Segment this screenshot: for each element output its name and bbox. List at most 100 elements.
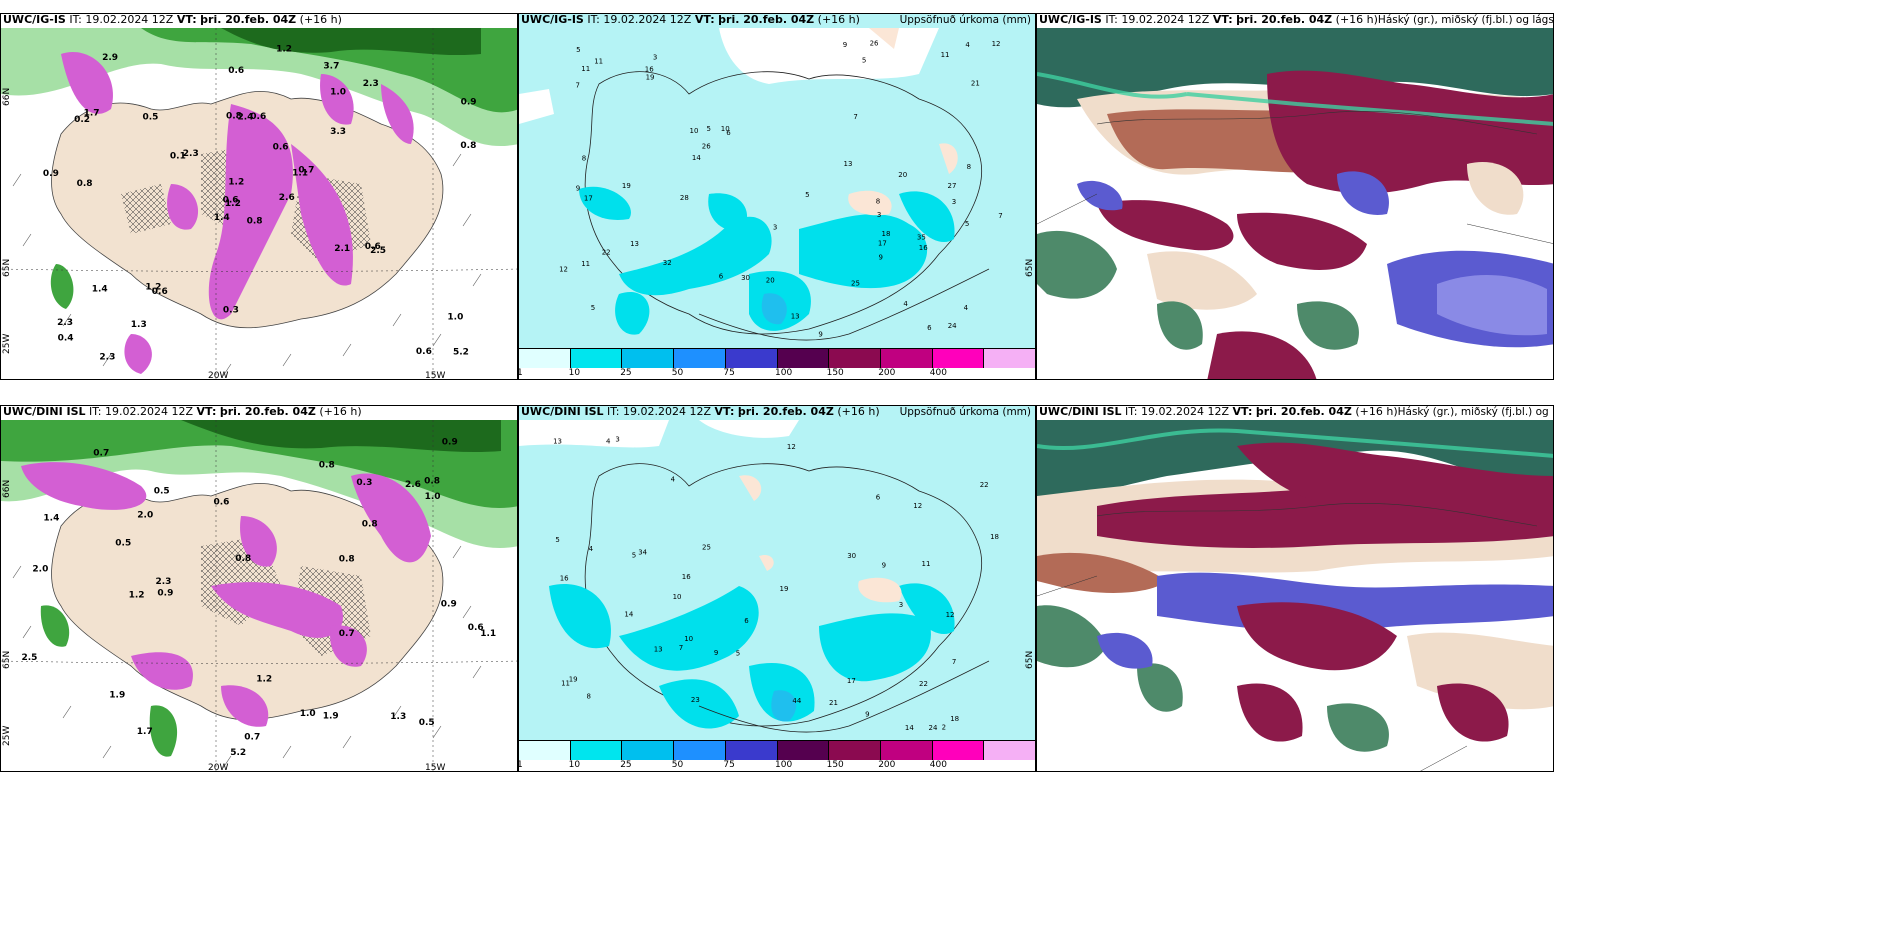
it-value: 19.02.2024 12Z <box>85 13 174 26</box>
value-label: 0.8 <box>319 461 335 471</box>
value-label: 11 <box>581 260 590 268</box>
value-label: 0.9 <box>43 169 59 179</box>
value-label: 0.8 <box>226 111 242 121</box>
panel-bottom-middle-dini-accum-precip: 6 5 4 3 2 4 5 10 7 9 11 12 13 14 16 17 19 18 22 25 24 34 21 13 2… <box>518 405 1036 772</box>
value-label: 10 <box>721 125 730 133</box>
value-label: 25 <box>702 543 711 551</box>
colorbar-label: 1 <box>519 760 523 771</box>
value-label: 11 <box>922 560 931 568</box>
colorbar-cell <box>829 741 881 760</box>
value-label: 2.5 <box>370 246 386 256</box>
colorbar-cells <box>519 349 1035 368</box>
lat-tick-65n: 65N <box>1025 650 1035 669</box>
colorbar-label: 150 <box>826 760 844 770</box>
value-label: 1.2 <box>129 591 145 601</box>
colorbar-cell <box>725 349 778 368</box>
value-label: 11 <box>561 680 570 688</box>
colorbar-label: 50 <box>671 760 684 770</box>
value-label: 6 <box>927 324 932 332</box>
value-label: 0.5 <box>143 113 159 123</box>
value-label: 19 <box>646 74 655 82</box>
colorbar-cell <box>674 349 726 368</box>
value-label: 3 <box>773 224 777 232</box>
vt-label: VT: <box>196 405 217 418</box>
value-label: 0.6 <box>468 623 484 633</box>
colorbar-label: 75 <box>723 368 735 378</box>
model-name: UWC/IG-IS <box>1039 13 1102 26</box>
value-label: 25 <box>851 279 860 287</box>
value-label: 1.2 <box>256 674 272 684</box>
value-label: 5 <box>965 220 969 228</box>
colorbar-cell <box>622 349 675 368</box>
value-label: 0.6 <box>273 143 289 153</box>
value-label: 2 <box>942 724 946 732</box>
model-name: UWC/DINI ISL <box>3 405 86 418</box>
colorbar-label: 100 <box>775 368 793 378</box>
colorbar-label: 10 <box>568 760 581 770</box>
value-label: 1.7 <box>137 727 153 737</box>
value-label: 1.2 <box>228 178 244 188</box>
colorbar-label: 200 <box>878 760 896 770</box>
panel-header: UWC/IG-IS IT: 19.02.2024 12Z VT: þri. 20… <box>1039 13 1553 27</box>
lat-tick-25w: 25W <box>2 333 12 354</box>
colorbar-cell <box>829 349 881 368</box>
value-label: 22 <box>919 680 928 688</box>
value-label: 6 <box>726 129 731 137</box>
value-label: 11 <box>581 65 590 73</box>
value-label: 13 <box>553 437 562 445</box>
value-label: 0.3 <box>356 478 372 488</box>
value-label: 13 <box>791 312 800 320</box>
value-label: 0.6 <box>228 66 244 76</box>
vt-value: þri. 20.feb. 04Z <box>737 405 834 418</box>
value-label: 22 <box>980 481 989 489</box>
lat-tick-25w: 25W <box>2 725 12 746</box>
value-label: 17 <box>847 677 856 685</box>
value-label: 0.6 <box>152 287 168 297</box>
value-label: 3 <box>615 435 619 443</box>
value-label: 2.0 <box>137 510 153 520</box>
value-label: 12 <box>787 443 796 451</box>
colorbar-cell <box>777 741 830 760</box>
lat-tick-65n: 65N <box>1025 258 1035 277</box>
value-label: 3 <box>653 54 657 62</box>
vt-label: VT: <box>694 13 715 26</box>
value-label: 0.7 <box>339 629 355 639</box>
value-label: 14 <box>905 724 914 732</box>
value-label: 3.7 <box>323 62 339 72</box>
value-label: 0.8 <box>362 520 378 530</box>
value-label: 13 <box>654 645 663 653</box>
value-label: 1.4 <box>214 213 230 223</box>
value-label: 12 <box>559 266 568 274</box>
it-label: IT: <box>89 405 102 418</box>
panel-top-left-ig-is-precip-type: 0.8 0.2 1.2 2.3 1.1 0.6 3.7 0.6 1.0 2.6 2.9 5.2 0.8 0… <box>0 13 518 380</box>
colorbar-labels: 1 10 25 50 75 100 150 200 400 <box>519 760 1035 771</box>
value-label: 3 <box>899 601 903 609</box>
value-label: 13 <box>630 240 639 248</box>
colorbar-label: 1 <box>519 368 523 379</box>
colorbar-cell <box>570 741 623 760</box>
value-label: 3.3 <box>330 127 346 137</box>
value-label: 32 <box>663 259 672 267</box>
vt-value: þri. 20.feb. 04Z <box>1255 405 1352 418</box>
value-label: 28 <box>680 194 689 202</box>
value-label: 21 <box>829 699 838 707</box>
value-label: 0.6 <box>365 242 381 252</box>
value-label: 0.7 <box>298 166 314 176</box>
value-label: 2.6 <box>405 480 421 490</box>
value-label: 1.2 <box>225 199 241 209</box>
value-label: 19 <box>780 585 789 593</box>
colorbar-cell <box>570 349 623 368</box>
value-label: 0.8 <box>247 217 263 227</box>
value-label: 0.7 <box>93 449 109 459</box>
field-title: Uppsöfnuð úrkoma (mm) <box>899 406 1031 418</box>
colorbar-cell <box>725 741 778 760</box>
lon-tick-15w: 15W <box>425 763 446 772</box>
value-label: 30 <box>847 552 856 560</box>
value-label: 9 <box>843 41 847 49</box>
lead-time: (+16 h) <box>837 405 880 418</box>
value-label: 12 <box>913 502 922 510</box>
value-label: 1.7 <box>84 109 100 119</box>
value-label: 3 <box>952 198 956 206</box>
value-label: 24 <box>929 724 938 732</box>
